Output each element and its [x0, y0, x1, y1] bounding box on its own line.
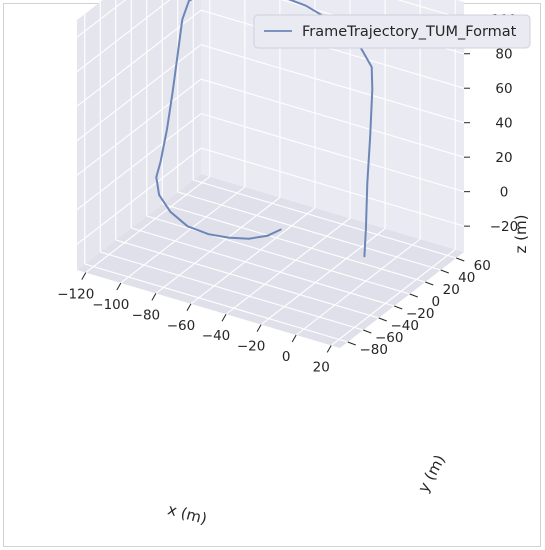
- legend: FrameTrajectory_TUM_Format: [253, 14, 531, 49]
- y-tick-label: −40: [391, 318, 420, 334]
- grid-y-floor: [162, 203, 426, 283]
- y-tick-mark: [394, 305, 403, 310]
- y-tick-label: 0: [431, 294, 440, 310]
- grid-z-left: [76, 9, 202, 107]
- y-tick-label: −80: [360, 342, 389, 358]
- grid-x-floor: [120, 186, 246, 284]
- grid-z-left: [76, 147, 202, 245]
- y-tick-label: 40: [458, 270, 475, 286]
- axes-panes: [77, 0, 464, 348]
- x-tick-mark: [116, 282, 122, 291]
- grid-z-back: [200, 44, 465, 124]
- grid-x-floor: [295, 238, 421, 336]
- y-tick-mark: [456, 257, 465, 262]
- x-tick-mark: [326, 345, 332, 353]
- tick-labels: −120−100−80−60−40−20020−80−60−40−2002040…: [57, 12, 518, 375]
- z-axis-label: z (m): [512, 215, 530, 254]
- y-tick-label: 20: [443, 282, 460, 298]
- x-tick-mark: [81, 272, 87, 280]
- legend-label: FrameTrajectory_TUM_Format: [302, 24, 517, 40]
- y-tick-mark: [425, 281, 434, 286]
- y-tick-label: −20: [406, 306, 435, 322]
- grid-z-left: [76, 78, 202, 176]
- x-tick-label: 0: [282, 349, 291, 365]
- x-tick-label: −40: [202, 328, 231, 344]
- grid-y-floor: [115, 239, 379, 319]
- grid-z-left: [76, 113, 202, 211]
- y-tick-label: −60: [375, 330, 404, 346]
- grid-z-back: [200, 9, 465, 89]
- trajectory-layer: [155, 0, 374, 258]
- pane-back: [201, 0, 464, 252]
- pane-left: [77, 0, 201, 270]
- y-tick-label: 60: [474, 258, 491, 274]
- z-tick-label: 60: [495, 81, 512, 97]
- grid-y-floor: [84, 263, 348, 343]
- x-tick-label: −60: [167, 318, 196, 334]
- grid-y-floor: [177, 191, 441, 271]
- z-tick-label: −20: [490, 219, 519, 235]
- x-tick-label: −80: [132, 307, 161, 323]
- grid-z-left: [76, 44, 202, 142]
- legend-box: [253, 14, 531, 49]
- x-tick-label: 20: [313, 359, 330, 375]
- y-tick-mark: [409, 293, 418, 298]
- grid-x-floor: [330, 248, 456, 346]
- y-tick-mark: [363, 329, 372, 334]
- x-tick-mark: [221, 313, 227, 322]
- z-tick-label: 40: [495, 116, 512, 132]
- grid-y-floor: [193, 179, 457, 259]
- x-axis-label: x (m): [166, 500, 209, 528]
- x-tick-mark: [256, 324, 262, 332]
- x-tick-label: −120: [57, 287, 94, 303]
- grid-y-floor: [131, 227, 395, 307]
- grid-z-back: [200, 147, 465, 227]
- grid-y-floor: [146, 215, 410, 295]
- y-tick-mark: [347, 341, 356, 346]
- z-tick-label: 0: [500, 185, 509, 201]
- pane-floor: [77, 174, 464, 348]
- grid-x-floor: [155, 196, 281, 294]
- x-tick-label: −20: [237, 339, 266, 355]
- grid-z-back: [397, 0, 465, 20]
- grid-z-left: [76, 0, 171, 73]
- grid-y-floor: [100, 251, 364, 331]
- grid-x-floor: [85, 176, 211, 274]
- x-tick-mark: [151, 293, 157, 301]
- x-tick-mark: [291, 334, 297, 343]
- grid-x-floor: [225, 217, 351, 315]
- z-tick-label: 80: [495, 47, 512, 63]
- y-axis-label: y (m): [414, 452, 449, 496]
- grid-z-back: [200, 78, 465, 158]
- z-tick-label: 20: [495, 150, 512, 166]
- y-tick-mark: [440, 269, 449, 274]
- x-tick-label: −100: [92, 297, 129, 313]
- grid-z-back: [200, 113, 465, 193]
- grid-x-floor: [190, 207, 316, 305]
- x-tick-mark: [186, 303, 192, 312]
- trajectory-series: [155, 0, 374, 258]
- y-tick-mark: [378, 317, 387, 322]
- grid-z-left: [76, 0, 127, 38]
